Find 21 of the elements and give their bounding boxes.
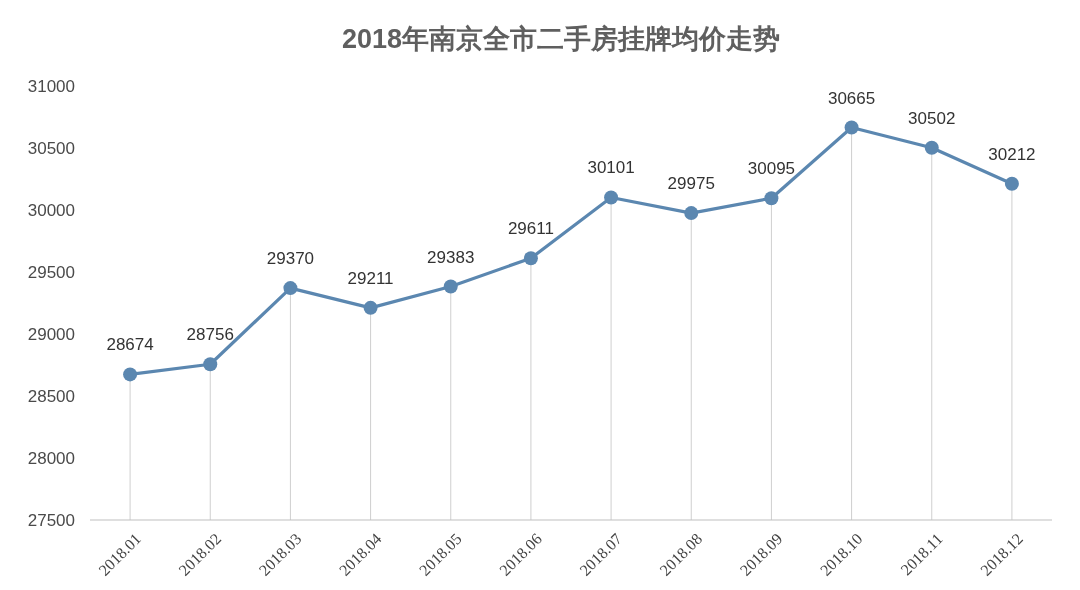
y-tick-label: 30500: [27, 138, 75, 158]
data-label: 30502: [908, 108, 956, 128]
data-label: 29611: [507, 219, 554, 239]
data-label: 29383: [427, 247, 475, 267]
data-label: 30665: [827, 88, 876, 108]
data-label: 28756: [186, 325, 234, 345]
data-label: 28674: [106, 335, 154, 355]
y-tick-label: 27500: [27, 510, 75, 530]
data-label: 29370: [266, 249, 315, 269]
data-label: 30095: [747, 159, 796, 179]
y-tick-label: 31000: [27, 76, 75, 96]
data-label: 29211: [347, 268, 394, 288]
y-tick-label: 29500: [27, 262, 75, 282]
data-label: 29975: [667, 174, 715, 194]
y-tick-label: 28000: [27, 448, 75, 468]
y-tick-label: 30000: [27, 200, 75, 220]
y-tick-label: 29000: [27, 324, 75, 344]
y-tick-label: 28500: [27, 386, 75, 406]
title: 2018年南京全市二手房挂牌均价走势: [341, 24, 781, 54]
data-label: 30212: [988, 144, 1036, 164]
data-label: 30101: [587, 158, 635, 178]
